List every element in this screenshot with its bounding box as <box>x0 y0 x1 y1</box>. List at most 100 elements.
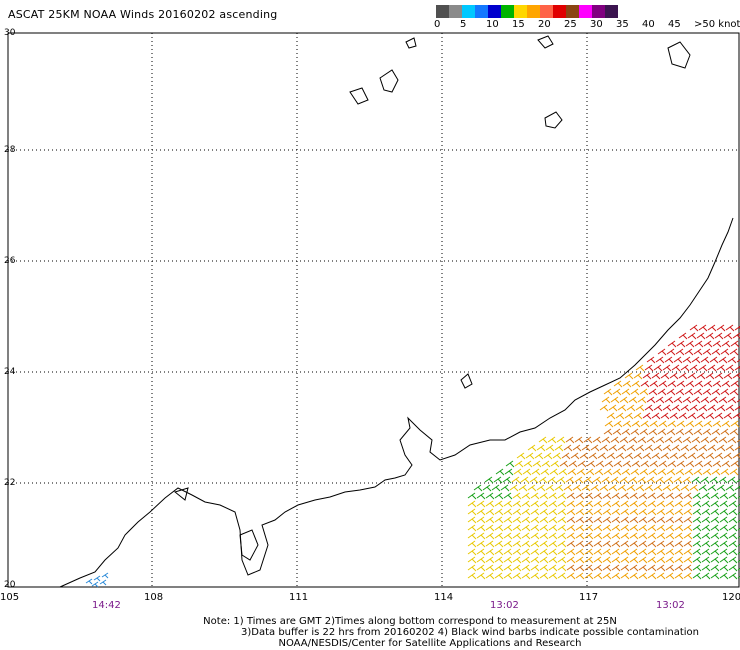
wind-barb <box>586 460 596 468</box>
wind-barb <box>656 564 666 572</box>
wind-barb <box>593 508 603 516</box>
wind-barb <box>620 524 630 532</box>
scale-label: 0 <box>434 19 441 30</box>
wind-barb <box>648 388 658 396</box>
wind-barb <box>657 428 667 436</box>
wind-barb <box>611 492 621 500</box>
wind-barb <box>683 572 693 580</box>
wind-barb <box>691 396 701 404</box>
wind-barb <box>658 380 668 388</box>
wind-barb <box>646 396 656 404</box>
wind-barb <box>694 460 704 468</box>
wind-barb <box>494 548 504 556</box>
scale-label: 20 <box>538 19 551 30</box>
wind-barb <box>633 412 643 420</box>
wind-barb <box>642 452 652 460</box>
island-lake-5 <box>537 35 554 49</box>
wind-barb <box>683 548 693 556</box>
wind-barb <box>653 364 663 372</box>
wind-barb <box>530 572 540 580</box>
wind-barb <box>729 428 739 436</box>
wind-barb <box>736 479 740 483</box>
wind-barb <box>557 516 567 524</box>
wind-barb <box>705 372 715 380</box>
wind-barb <box>611 556 621 564</box>
wind-barb <box>585 468 595 476</box>
wind-barb <box>683 500 693 508</box>
wind-barb <box>647 564 657 572</box>
wind-barb <box>557 548 567 556</box>
wind-barb <box>719 516 729 524</box>
island-lake-4 <box>667 41 691 69</box>
wind-barb <box>629 524 639 532</box>
wind-barb <box>719 500 729 508</box>
wind-barb <box>575 572 585 580</box>
wind-barb <box>557 572 567 580</box>
wind-barb <box>577 460 587 468</box>
wind-barb <box>662 444 672 452</box>
wind-barb <box>644 364 654 372</box>
wind-barb <box>476 492 486 500</box>
lon-label-111: 111 <box>289 592 309 603</box>
wind-barb <box>611 524 621 532</box>
wind-barb <box>712 420 722 428</box>
wind-barb <box>674 516 684 524</box>
wind-barb <box>581 484 591 492</box>
wind-barb <box>720 348 730 356</box>
wind-barb <box>725 404 735 412</box>
wind-barb <box>610 396 620 404</box>
wind-barb <box>552 452 562 460</box>
wind-barb <box>737 511 740 515</box>
wind-barb <box>689 364 699 372</box>
wind-barb <box>631 420 641 428</box>
wind-barb <box>666 428 676 436</box>
island-lake-3 <box>544 111 563 129</box>
lat-label-20: 20 <box>4 580 16 590</box>
wind-barb <box>566 540 576 548</box>
scale-label: 35 <box>616 19 629 30</box>
wind-barb <box>503 564 513 572</box>
wind-barb <box>680 444 690 452</box>
wind-barb <box>575 548 585 556</box>
wind-barb <box>710 572 720 580</box>
wind-barb <box>631 460 641 468</box>
wind-barb <box>563 484 573 492</box>
wind-barb <box>539 508 549 516</box>
wind-barb <box>703 420 713 428</box>
wind-barb <box>712 380 722 388</box>
wind-barb <box>611 572 621 580</box>
wind-barb <box>530 564 540 572</box>
wind-barb <box>712 340 722 348</box>
wind-speed-color-scale: 0 5 10 15 20 25 30 35 40 45 >50 knots <box>434 5 740 32</box>
wind-barb <box>521 556 531 564</box>
wind-barb <box>603 388 613 396</box>
wind-barb <box>476 500 486 508</box>
wind-barb <box>494 532 504 540</box>
wind-barb <box>716 364 726 372</box>
wind-barb <box>494 508 504 516</box>
wind-barb <box>638 556 648 564</box>
wind-barb <box>728 572 738 580</box>
wind-barb <box>531 468 541 476</box>
wind-barb <box>637 396 647 404</box>
wind-barb <box>588 452 598 460</box>
wind-barb <box>494 524 504 532</box>
scale-labels: 0 5 10 15 20 25 30 35 40 45 >50 knots <box>434 18 740 32</box>
wind-barb <box>530 540 540 548</box>
wind-barb <box>716 444 726 452</box>
wind-barb <box>710 540 720 548</box>
wind-barb <box>568 460 578 468</box>
wind-barb <box>694 380 704 388</box>
wind-barb <box>730 460 740 468</box>
wind-barb <box>655 436 665 444</box>
wind-barb <box>539 564 549 572</box>
wind-barb <box>698 484 708 492</box>
wind-barb <box>548 516 558 524</box>
wind-barb <box>548 532 558 540</box>
wind-barb <box>538 476 548 484</box>
wind-barb <box>673 436 683 444</box>
wind-barb <box>655 396 665 404</box>
wind-barb <box>700 356 710 364</box>
wind-barb <box>570 452 580 460</box>
wind-barb <box>728 524 738 532</box>
